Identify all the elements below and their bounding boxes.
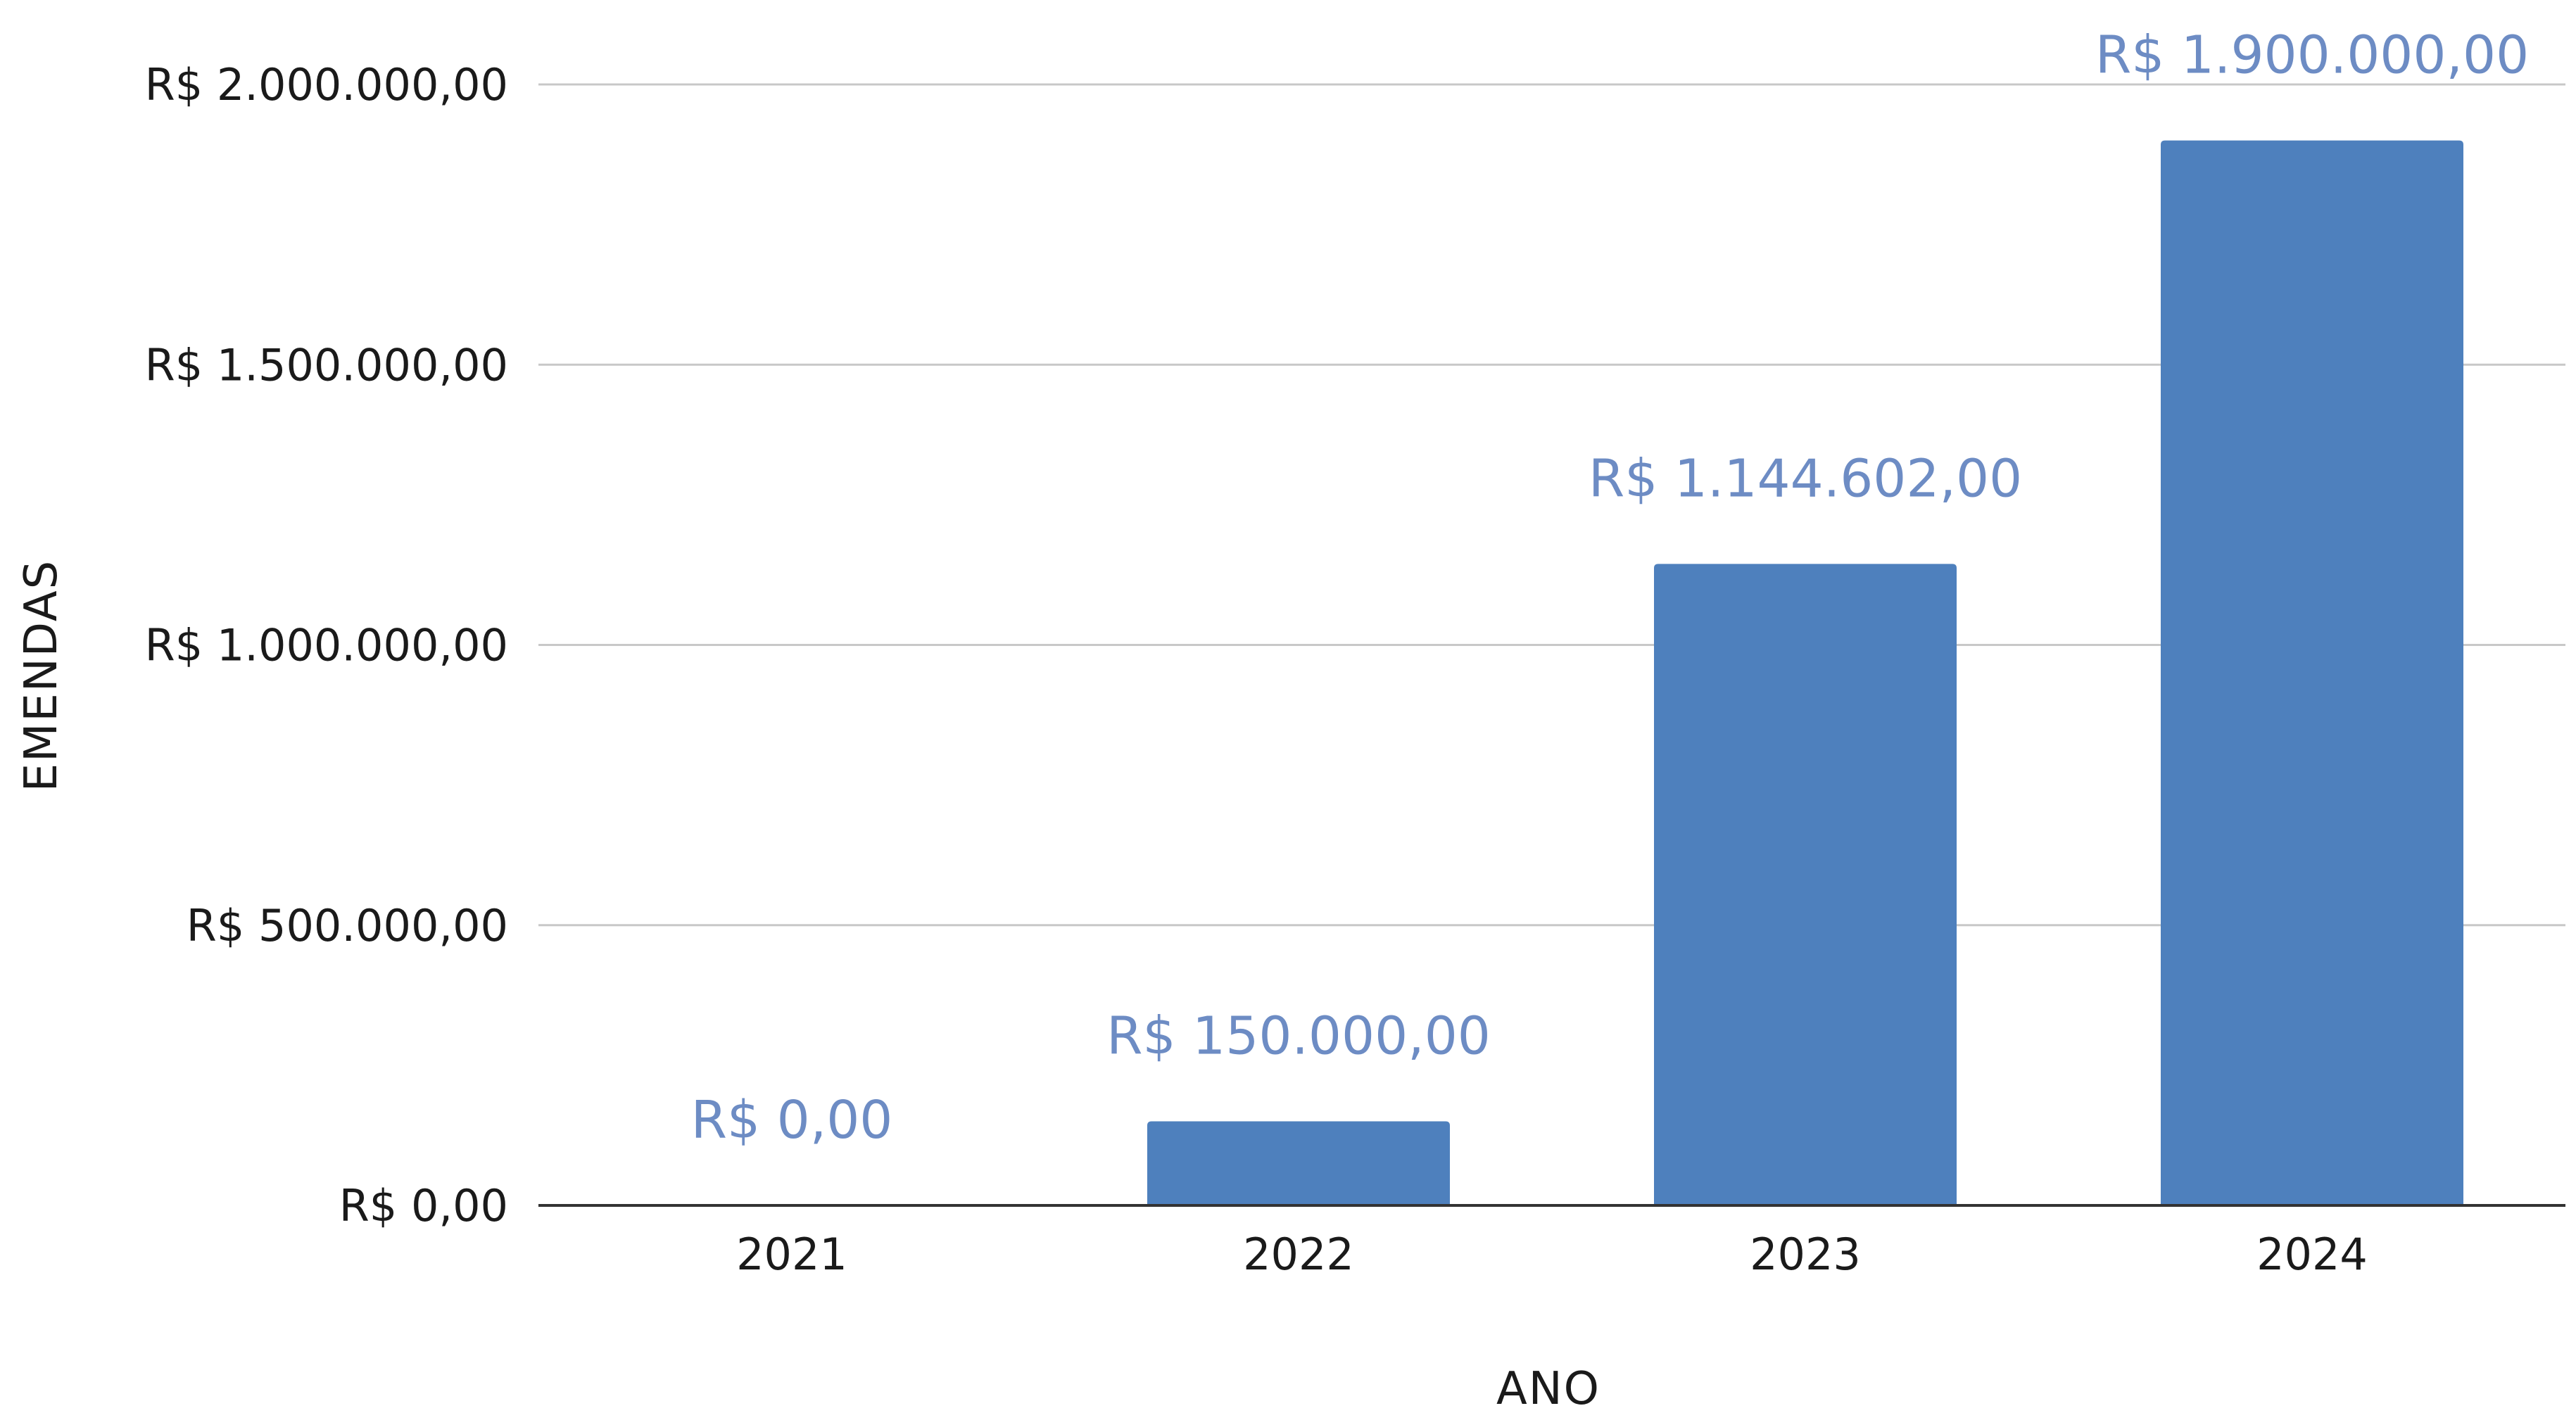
data-label-2023: R$ 1.144.602,00 bbox=[1589, 448, 2022, 509]
y-tick-label-3: R$ 1.500.000,00 bbox=[145, 339, 508, 391]
y-axis-ticks: R$ 0,00 R$ 500.000,00 R$ 1.000.000,00 R$ 1.… bbox=[145, 59, 508, 1231]
bar-2023 bbox=[1654, 564, 1957, 1205]
bar-2022 bbox=[1147, 1121, 1450, 1205]
data-label-2021: R$ 0,00 bbox=[691, 1090, 893, 1151]
bar-2024 bbox=[2161, 140, 2463, 1205]
x-tick-label-2023: 2023 bbox=[1750, 1229, 1861, 1280]
x-tick-label-2021: 2021 bbox=[736, 1229, 847, 1280]
x-tick-label-2022: 2022 bbox=[1243, 1229, 1354, 1280]
y-tick-label-1: R$ 500.000,00 bbox=[187, 900, 508, 951]
data-labels: R$ 0,00 R$ 150.000,00 R$ 1.144.602,00 R$ 1.… bbox=[691, 25, 2530, 1151]
data-label-2022: R$ 150.000,00 bbox=[1106, 1006, 1491, 1067]
y-tick-label-0: R$ 0,00 bbox=[339, 1180, 508, 1231]
y-tick-label-2: R$ 1.000.000,00 bbox=[145, 620, 508, 671]
data-label-2024: R$ 1.900.000,00 bbox=[2095, 25, 2529, 86]
bars bbox=[1147, 140, 2463, 1205]
x-axis-title: ANO bbox=[1496, 1363, 1600, 1409]
y-tick-label-4: R$ 2.000.000,00 bbox=[145, 59, 508, 110]
y-axis-title: EMENDAS bbox=[15, 559, 68, 792]
x-axis-ticks: 2021 2022 2023 2024 bbox=[736, 1229, 2368, 1280]
x-tick-label-2024: 2024 bbox=[2256, 1229, 2368, 1280]
